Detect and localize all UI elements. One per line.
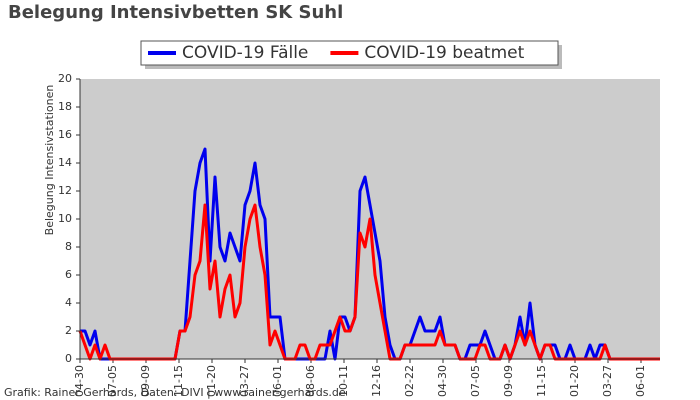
x-tick-label: 04-30	[436, 365, 449, 397]
x-tick-label: 07-05	[469, 365, 482, 397]
y-tick-label: 14	[58, 156, 72, 169]
y-tick-label: 12	[58, 184, 72, 197]
x-tick-label: 01-20	[568, 365, 581, 397]
x-tick-label: 11-15	[535, 365, 548, 397]
x-tick-label: 03-27	[601, 365, 614, 397]
x-tick-label: 09-09	[502, 365, 515, 397]
y-tick-label: 4	[65, 296, 72, 309]
y-tick-label: 2	[65, 324, 72, 337]
x-tick-label: 01-20	[205, 365, 218, 397]
x-tick-label: 11-15	[172, 365, 185, 397]
y-tick-label: 6	[65, 268, 72, 281]
x-tick-label: 12-16	[370, 365, 383, 397]
x-tick-label: 03-27	[238, 365, 251, 397]
x-tick-label: 10-11	[337, 365, 350, 397]
chart-title: Belegung Intensivbetten SK Suhl	[8, 2, 343, 23]
x-tick-label: 02-22	[403, 365, 416, 397]
y-tick-label: 0	[65, 352, 72, 365]
x-tick-label: 06-01	[634, 365, 647, 397]
y-tick-label: 8	[65, 240, 72, 253]
y-axis-label: Belegung Intensivstationen	[43, 85, 56, 236]
legend-label: COVID-19 Fälle	[182, 43, 308, 63]
x-tick-label: 09-09	[139, 365, 152, 397]
x-tick-label: 08-06	[304, 365, 317, 397]
y-tick-label: 18	[58, 100, 72, 113]
legend: COVID-19 Fälle COVID-19 beatmet	[140, 40, 562, 69]
y-tick-label: 16	[58, 128, 72, 141]
source: Grafik: Rainer Gerhards, Daten: DIVI | w…	[4, 386, 346, 399]
x-tick-label: 06-01	[271, 365, 284, 397]
x-tick-label: 04-30	[73, 365, 86, 397]
y-tick-label: 20	[58, 72, 72, 85]
y-tick-label: 10	[58, 212, 72, 225]
legend-label: COVID-19 beatmet	[364, 43, 524, 63]
x-tick-label: 07-05	[106, 365, 119, 397]
